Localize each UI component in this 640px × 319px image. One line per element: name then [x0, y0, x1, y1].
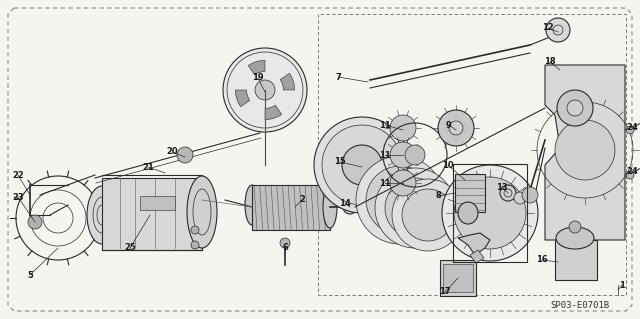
Circle shape	[449, 121, 463, 135]
Circle shape	[177, 147, 193, 163]
Ellipse shape	[187, 176, 217, 248]
Text: 23: 23	[12, 192, 24, 202]
Circle shape	[356, 156, 444, 244]
Circle shape	[28, 215, 42, 229]
Circle shape	[569, 221, 581, 233]
Circle shape	[626, 171, 634, 179]
Circle shape	[390, 142, 416, 168]
Bar	[443, 264, 473, 292]
Circle shape	[223, 48, 307, 132]
Circle shape	[385, 178, 445, 238]
Circle shape	[375, 168, 455, 248]
Text: 7: 7	[335, 72, 341, 81]
Bar	[102, 178, 202, 250]
Text: 21: 21	[142, 162, 154, 172]
Text: 24: 24	[626, 167, 638, 176]
Text: 2: 2	[299, 196, 305, 204]
Bar	[453, 164, 527, 262]
Text: 11: 11	[379, 179, 391, 188]
Circle shape	[454, 177, 526, 249]
Circle shape	[392, 179, 464, 251]
Polygon shape	[458, 233, 490, 255]
Ellipse shape	[556, 247, 594, 273]
Bar	[555, 240, 597, 280]
Text: 24: 24	[626, 122, 638, 131]
Text: SP03-E0701B: SP03-E0701B	[550, 300, 609, 309]
Text: 9: 9	[446, 121, 452, 130]
Text: 17: 17	[439, 287, 451, 296]
Circle shape	[343, 200, 357, 214]
Text: 13: 13	[496, 182, 508, 191]
Ellipse shape	[323, 186, 337, 228]
Circle shape	[557, 90, 593, 126]
Text: 18: 18	[544, 57, 556, 66]
Text: 15: 15	[334, 158, 346, 167]
Bar	[140, 196, 175, 210]
Circle shape	[567, 100, 583, 116]
Circle shape	[402, 189, 454, 241]
Circle shape	[405, 145, 425, 165]
Bar	[440, 260, 476, 296]
Circle shape	[438, 110, 474, 146]
Circle shape	[342, 145, 382, 185]
Ellipse shape	[458, 175, 478, 211]
Ellipse shape	[458, 202, 478, 224]
Bar	[252, 185, 330, 230]
Text: 1: 1	[619, 280, 625, 290]
Circle shape	[255, 80, 275, 100]
Circle shape	[522, 187, 538, 203]
Circle shape	[390, 115, 416, 141]
Circle shape	[191, 241, 199, 249]
Circle shape	[366, 166, 434, 234]
Circle shape	[546, 18, 570, 42]
Text: 12: 12	[542, 24, 554, 33]
Text: 22: 22	[12, 170, 24, 180]
Circle shape	[514, 192, 526, 204]
Polygon shape	[470, 250, 484, 263]
Circle shape	[314, 117, 410, 213]
Text: 6: 6	[282, 242, 288, 251]
Text: 11: 11	[379, 121, 391, 130]
Circle shape	[280, 238, 290, 248]
Circle shape	[322, 125, 402, 205]
Text: 19: 19	[252, 73, 264, 83]
Text: 10: 10	[442, 160, 454, 169]
Text: 16: 16	[536, 256, 548, 264]
Ellipse shape	[245, 185, 259, 225]
Text: 5: 5	[27, 271, 33, 279]
Circle shape	[390, 170, 416, 196]
Circle shape	[191, 226, 199, 234]
Circle shape	[442, 165, 538, 261]
Text: 8: 8	[435, 191, 441, 201]
Text: 11: 11	[379, 151, 391, 160]
Circle shape	[626, 126, 634, 134]
Circle shape	[555, 120, 615, 180]
Circle shape	[500, 185, 516, 201]
Ellipse shape	[556, 227, 594, 249]
Text: 20: 20	[166, 147, 178, 157]
Polygon shape	[265, 105, 282, 120]
Text: 25: 25	[124, 243, 136, 253]
Text: 14: 14	[339, 198, 351, 207]
Bar	[455, 174, 485, 212]
Polygon shape	[236, 90, 250, 107]
Polygon shape	[280, 73, 294, 90]
Ellipse shape	[87, 186, 117, 244]
Polygon shape	[248, 60, 265, 75]
Polygon shape	[545, 65, 625, 240]
